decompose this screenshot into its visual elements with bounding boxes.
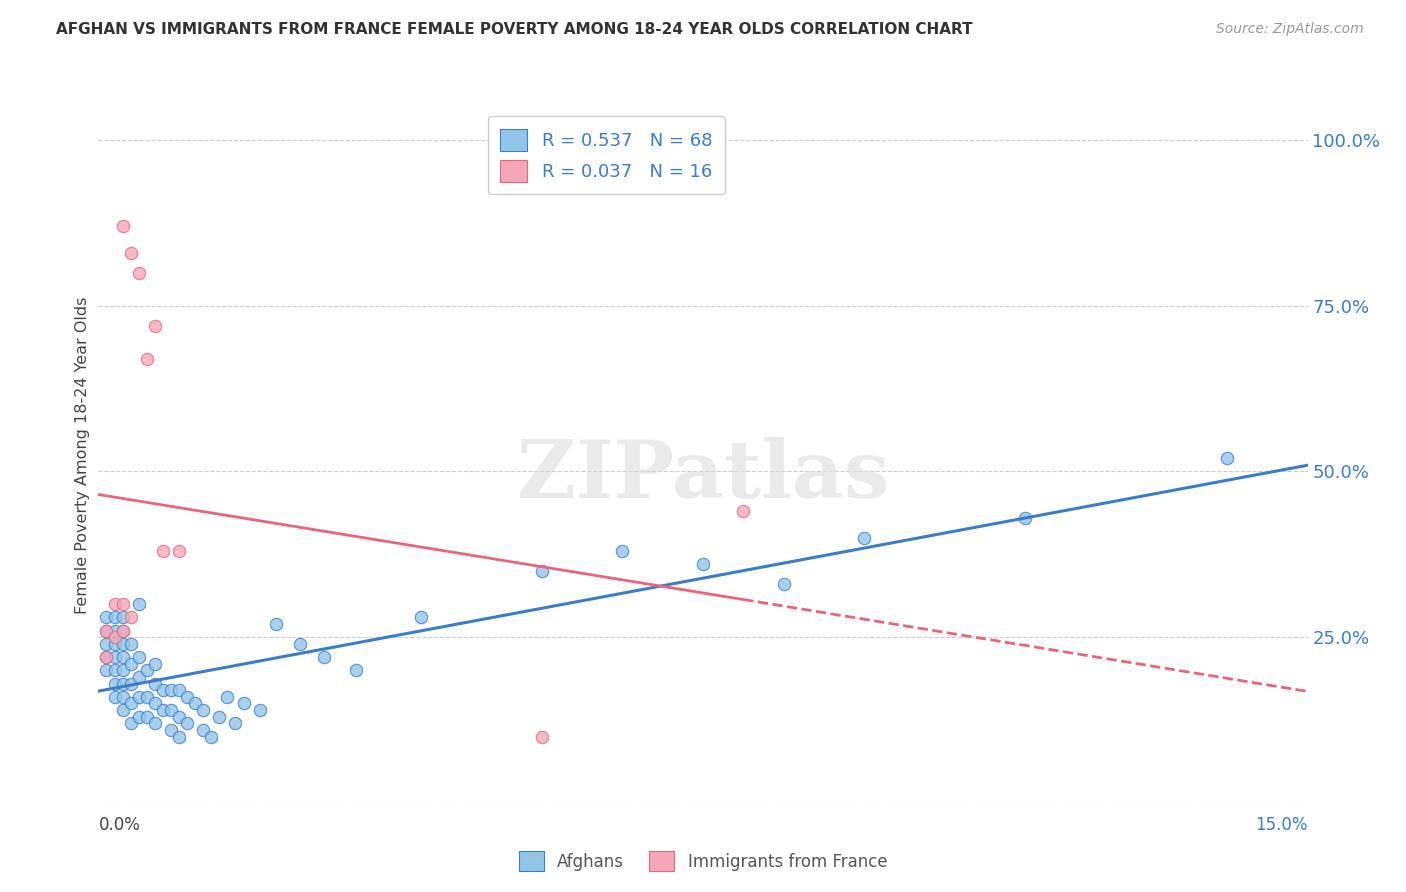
- Point: [120, 657, 142, 671]
- Point: [152, 683, 174, 698]
- Point: [530, 564, 553, 578]
- Point: [288, 637, 311, 651]
- Point: [314, 650, 336, 665]
- Point: [143, 676, 166, 690]
- Y-axis label: Female Poverty Among 18-24 Year Olds: Female Poverty Among 18-24 Year Olds: [75, 296, 90, 614]
- Point: [128, 709, 150, 723]
- Point: [167, 709, 190, 723]
- Point: [111, 219, 134, 234]
- Point: [111, 610, 134, 624]
- Point: [111, 597, 134, 611]
- Point: [96, 650, 118, 665]
- Point: [772, 577, 794, 591]
- Point: [1216, 451, 1239, 466]
- Point: [135, 351, 157, 366]
- Point: [167, 683, 190, 698]
- Point: [111, 650, 134, 665]
- Legend: Afghans, Immigrants from France: Afghans, Immigrants from France: [512, 845, 894, 878]
- Point: [120, 637, 142, 651]
- Point: [111, 624, 134, 638]
- Point: [103, 610, 125, 624]
- Point: [176, 690, 198, 704]
- Point: [249, 703, 271, 717]
- Point: [344, 663, 367, 677]
- Point: [152, 703, 174, 717]
- Point: [128, 670, 150, 684]
- Point: [96, 610, 118, 624]
- Point: [135, 690, 157, 704]
- Point: [612, 544, 634, 558]
- Point: [224, 716, 246, 731]
- Point: [111, 624, 134, 638]
- Point: [217, 690, 239, 704]
- Point: [193, 703, 215, 717]
- Point: [128, 650, 150, 665]
- Point: [530, 730, 553, 744]
- Point: [409, 610, 432, 624]
- Point: [128, 690, 150, 704]
- Point: [143, 657, 166, 671]
- Point: [120, 676, 142, 690]
- Point: [96, 663, 118, 677]
- Point: [208, 709, 231, 723]
- Point: [111, 663, 134, 677]
- Point: [853, 531, 876, 545]
- Point: [160, 703, 183, 717]
- Point: [103, 663, 125, 677]
- Point: [152, 544, 174, 558]
- Point: [103, 630, 125, 644]
- Point: [200, 730, 222, 744]
- Point: [184, 697, 207, 711]
- Point: [264, 616, 287, 631]
- Point: [120, 610, 142, 624]
- Text: 15.0%: 15.0%: [1256, 816, 1308, 834]
- Point: [167, 730, 190, 744]
- Point: [120, 245, 142, 260]
- Point: [103, 637, 125, 651]
- Point: [103, 597, 125, 611]
- Point: [103, 676, 125, 690]
- Point: [167, 544, 190, 558]
- Point: [111, 690, 134, 704]
- Point: [135, 709, 157, 723]
- Point: [111, 676, 134, 690]
- Point: [176, 716, 198, 731]
- Point: [733, 504, 755, 518]
- Point: [120, 697, 142, 711]
- Point: [143, 697, 166, 711]
- Point: [128, 597, 150, 611]
- Text: ZIPatlas: ZIPatlas: [517, 437, 889, 515]
- Text: AFGHAN VS IMMIGRANTS FROM FRANCE FEMALE POVERTY AMONG 18-24 YEAR OLDS CORRELATIO: AFGHAN VS IMMIGRANTS FROM FRANCE FEMALE …: [56, 22, 973, 37]
- Point: [96, 624, 118, 638]
- Point: [193, 723, 215, 737]
- Text: 0.0%: 0.0%: [98, 816, 141, 834]
- Point: [103, 690, 125, 704]
- Point: [96, 637, 118, 651]
- Point: [692, 558, 714, 572]
- Point: [135, 663, 157, 677]
- Point: [128, 266, 150, 280]
- Point: [143, 716, 166, 731]
- Point: [232, 697, 254, 711]
- Point: [96, 624, 118, 638]
- Point: [103, 624, 125, 638]
- Point: [143, 318, 166, 333]
- Point: [96, 650, 118, 665]
- Text: Source: ZipAtlas.com: Source: ZipAtlas.com: [1216, 22, 1364, 37]
- Point: [111, 637, 134, 651]
- Point: [160, 683, 183, 698]
- Point: [120, 716, 142, 731]
- Point: [111, 703, 134, 717]
- Point: [160, 723, 183, 737]
- Point: [1014, 511, 1036, 525]
- Point: [103, 650, 125, 665]
